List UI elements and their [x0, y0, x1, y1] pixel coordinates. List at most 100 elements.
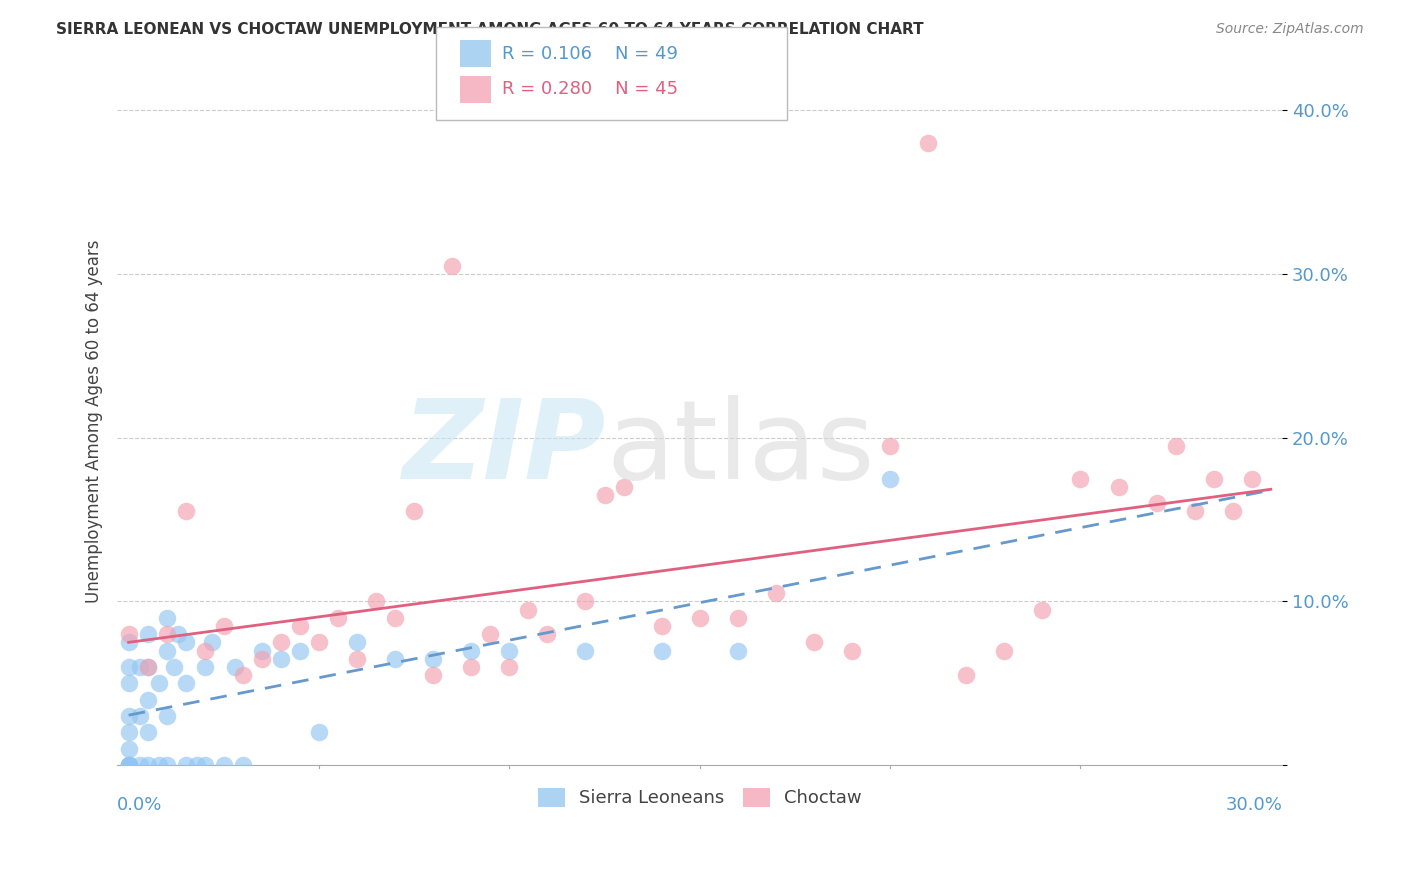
Point: [201, 635, 224, 649]
Point: [879, 472, 901, 486]
Point: [156, 643, 179, 657]
Point: [156, 627, 179, 641]
Y-axis label: Unemployment Among Ages 60 to 64 years: Unemployment Among Ages 60 to 64 years: [86, 240, 103, 603]
Point: [803, 635, 825, 649]
Point: [129, 709, 152, 723]
Point: [1164, 439, 1187, 453]
Point: [1184, 504, 1206, 518]
Point: [441, 259, 464, 273]
Point: [156, 709, 179, 723]
Point: [163, 660, 186, 674]
Text: atlas: atlas: [606, 395, 875, 502]
Point: [194, 660, 217, 674]
Point: [1240, 472, 1263, 486]
Point: [1146, 496, 1168, 510]
Point: [689, 611, 711, 625]
Point: [117, 741, 139, 756]
Point: [136, 692, 159, 706]
Point: [156, 611, 179, 625]
Point: [129, 758, 152, 772]
Point: [288, 619, 311, 633]
Point: [174, 635, 197, 649]
Point: [117, 758, 139, 772]
Point: [270, 652, 292, 666]
Point: [117, 676, 139, 690]
Point: [1202, 472, 1225, 486]
Point: [384, 611, 406, 625]
Point: [879, 439, 901, 453]
Text: SIERRA LEONEAN VS CHOCTAW UNEMPLOYMENT AMONG AGES 60 TO 64 YEARS CORRELATION CHA: SIERRA LEONEAN VS CHOCTAW UNEMPLOYMENT A…: [56, 22, 924, 37]
Point: [232, 758, 254, 772]
Text: 0.0%: 0.0%: [117, 797, 163, 814]
Point: [574, 594, 596, 608]
Point: [727, 611, 749, 625]
Point: [993, 643, 1015, 657]
Point: [117, 725, 139, 739]
Point: [167, 627, 190, 641]
Point: [346, 635, 368, 649]
Point: [498, 643, 520, 657]
Point: [917, 136, 939, 150]
Point: [517, 602, 540, 616]
Point: [574, 643, 596, 657]
Point: [404, 504, 426, 518]
Point: [212, 758, 235, 772]
Point: [498, 660, 520, 674]
Point: [136, 660, 159, 674]
Point: [479, 627, 502, 641]
Point: [651, 643, 673, 657]
Text: Source: ZipAtlas.com: Source: ZipAtlas.com: [1216, 22, 1364, 37]
Point: [174, 504, 197, 518]
Point: [364, 594, 387, 608]
Point: [1069, 472, 1091, 486]
Point: [156, 758, 179, 772]
Point: [117, 660, 139, 674]
Text: 30.0%: 30.0%: [1226, 797, 1282, 814]
Point: [148, 758, 170, 772]
Point: [384, 652, 406, 666]
Point: [536, 627, 558, 641]
Point: [136, 627, 159, 641]
Point: [117, 627, 139, 641]
Point: [1108, 480, 1130, 494]
Point: [651, 619, 673, 633]
Text: R = 0.106    N = 49: R = 0.106 N = 49: [502, 45, 678, 62]
Point: [212, 619, 235, 633]
Point: [422, 652, 444, 666]
Point: [117, 635, 139, 649]
Point: [129, 660, 152, 674]
Point: [250, 652, 273, 666]
Point: [308, 725, 330, 739]
Point: [232, 668, 254, 682]
Point: [250, 643, 273, 657]
Point: [1031, 602, 1053, 616]
Point: [308, 635, 330, 649]
Point: [136, 725, 159, 739]
Point: [270, 635, 292, 649]
Point: [955, 668, 977, 682]
Point: [765, 586, 787, 600]
Point: [174, 758, 197, 772]
Point: [136, 758, 159, 772]
Point: [148, 676, 170, 690]
Point: [117, 758, 139, 772]
Point: [841, 643, 863, 657]
Point: [117, 709, 139, 723]
Point: [346, 652, 368, 666]
Point: [186, 758, 208, 772]
Text: ZIP: ZIP: [404, 395, 606, 502]
Point: [224, 660, 246, 674]
Point: [117, 758, 139, 772]
Point: [194, 758, 217, 772]
Legend: Sierra Leoneans, Choctaw: Sierra Leoneans, Choctaw: [530, 780, 869, 814]
Point: [136, 660, 159, 674]
Point: [593, 488, 616, 502]
Point: [612, 480, 634, 494]
Point: [422, 668, 444, 682]
Point: [194, 643, 217, 657]
Point: [117, 758, 139, 772]
Point: [174, 676, 197, 690]
Point: [460, 643, 482, 657]
Point: [1222, 504, 1244, 518]
Point: [288, 643, 311, 657]
